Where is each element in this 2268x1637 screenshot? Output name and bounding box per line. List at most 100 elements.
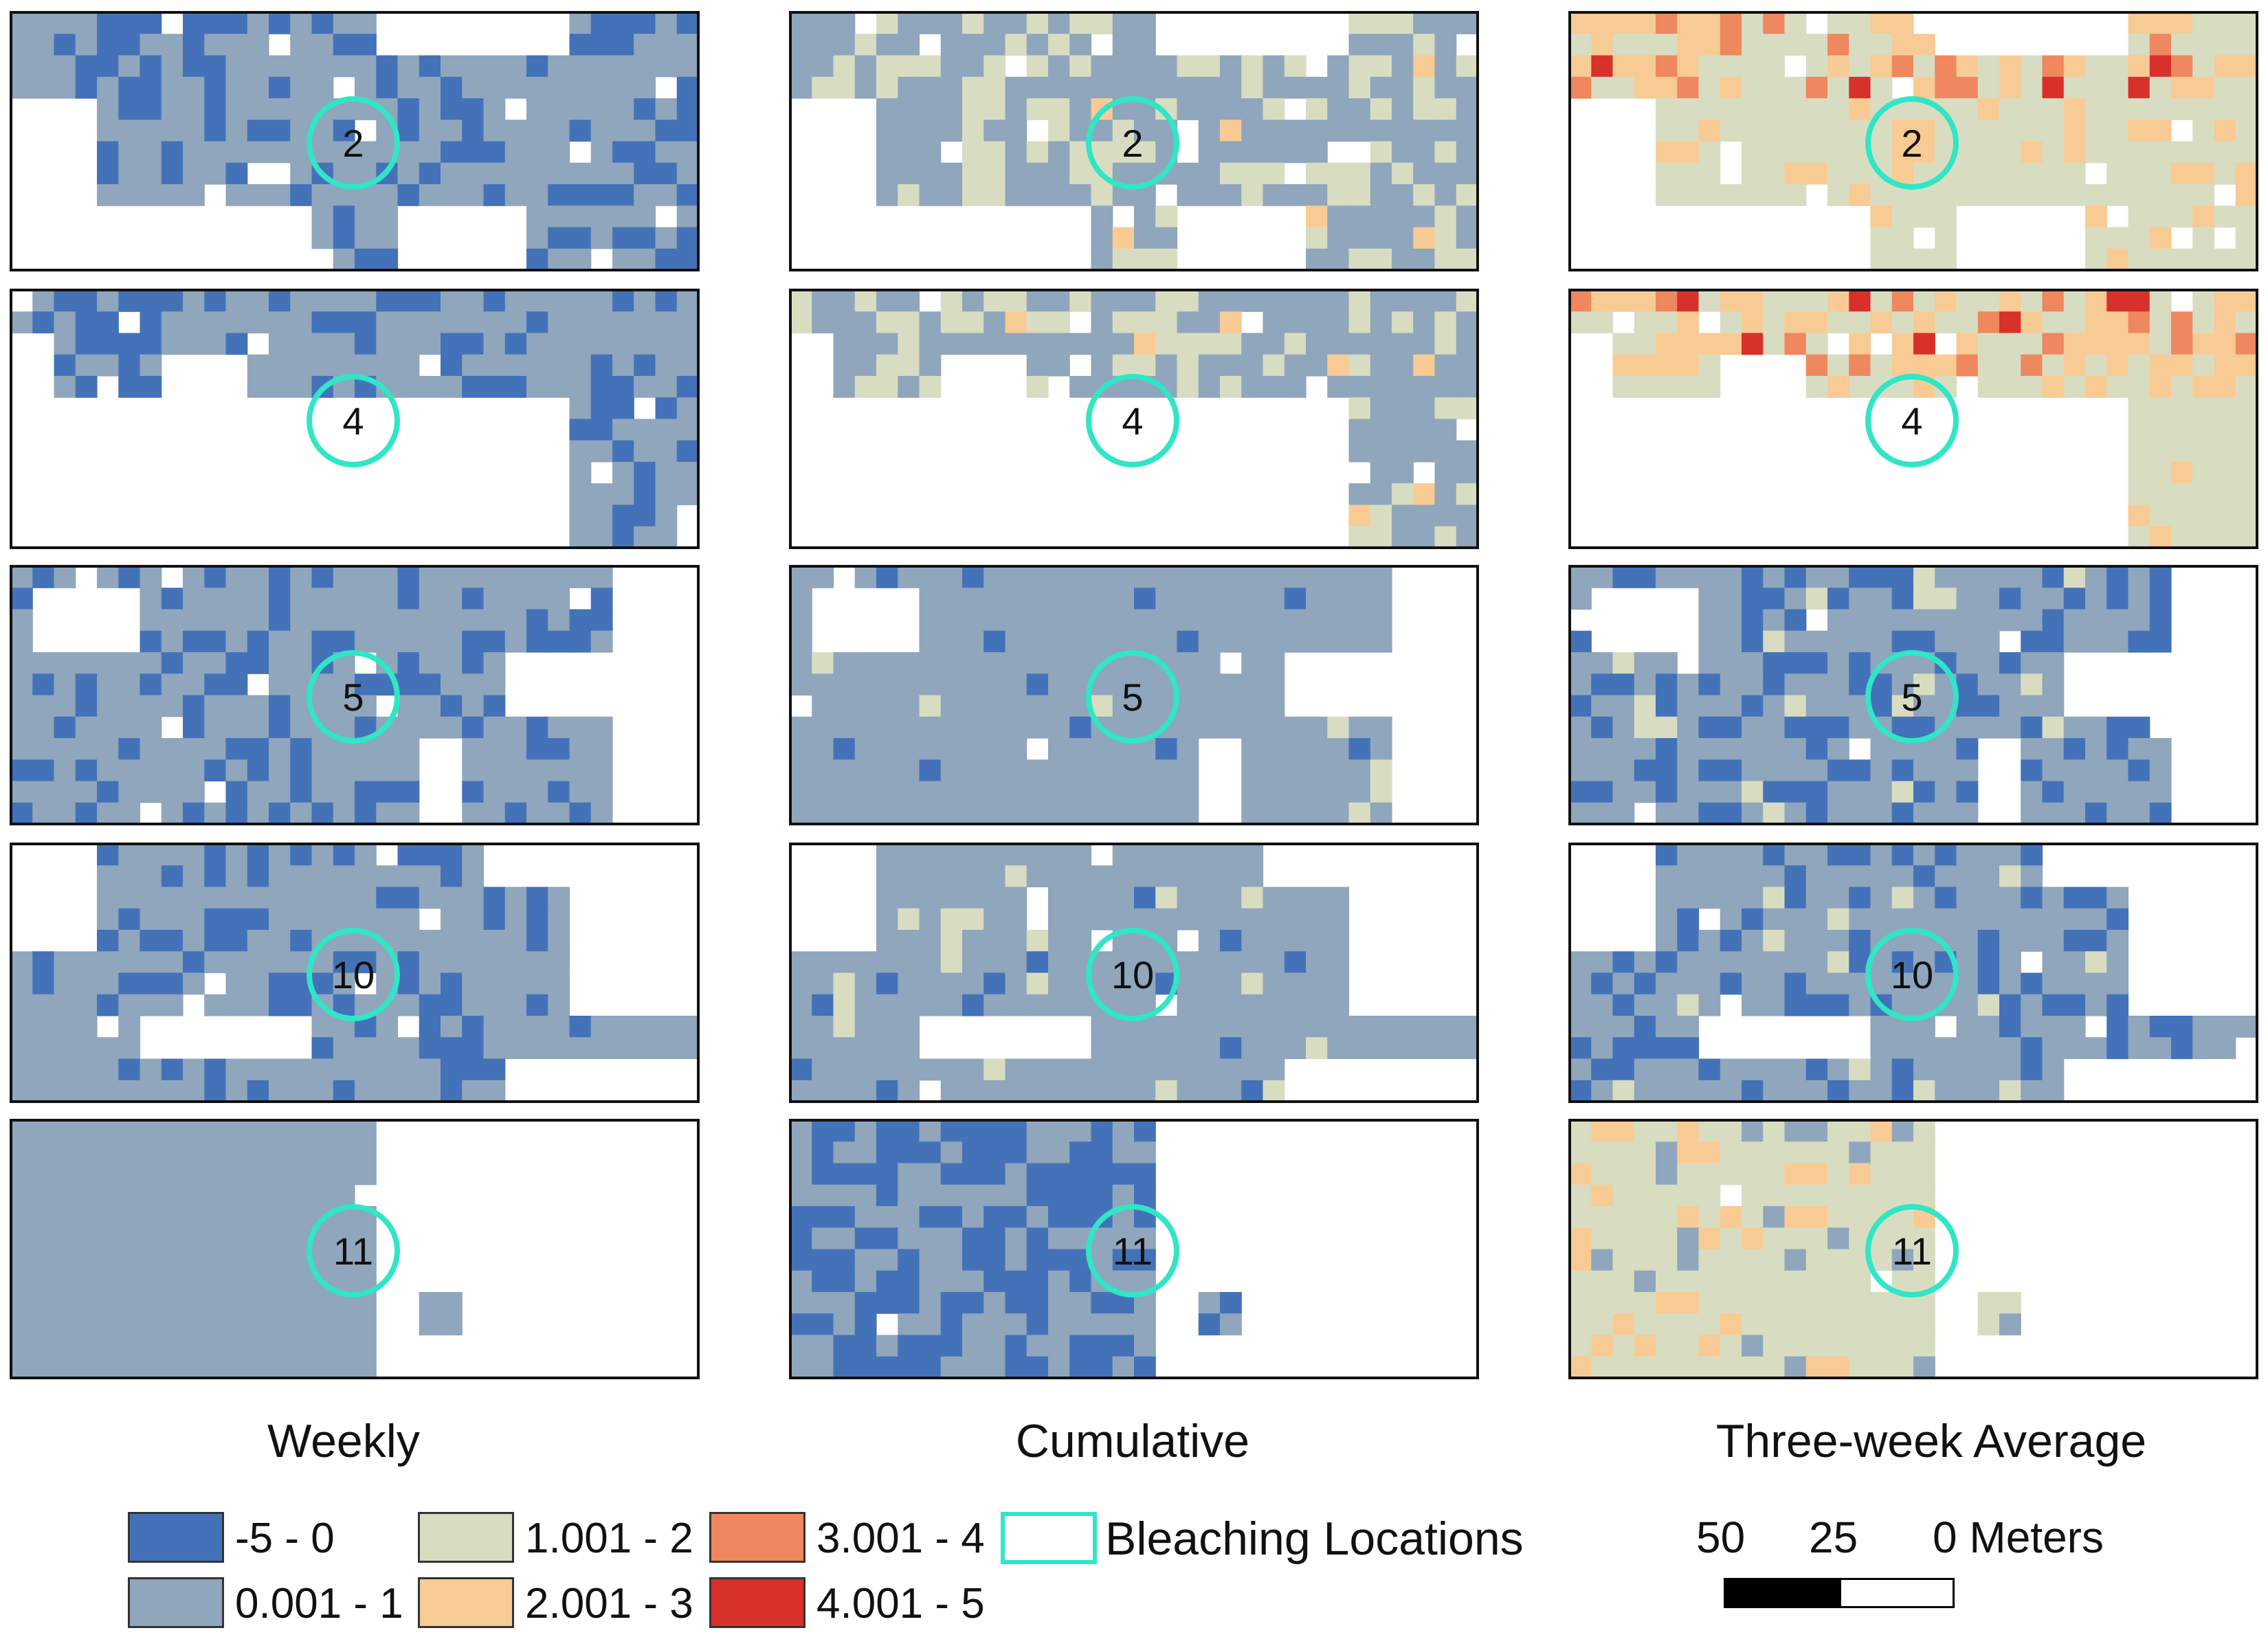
- raster-cell: [2063, 972, 2086, 995]
- raster-cell: [2021, 1080, 2043, 1102]
- raster-cell: [1805, 1292, 1828, 1314]
- raster-cell: [97, 673, 119, 696]
- raster-cell: [140, 1313, 162, 1336]
- raster-cell: [2085, 120, 2107, 142]
- raster-cell: [1805, 844, 1828, 866]
- raster-cell: [1392, 504, 1414, 527]
- raster-cell: [2021, 716, 2043, 739]
- raster-cell: [397, 972, 420, 995]
- raster-cell: [590, 55, 613, 78]
- raster-cell: [2042, 738, 2065, 760]
- raster-cell: [983, 609, 1006, 632]
- raster-cell: [2149, 227, 2172, 249]
- raster-cell: [590, 738, 613, 760]
- raster-cell: [1155, 248, 1178, 271]
- raster-cell: [140, 184, 162, 206]
- raster-cell: [1891, 802, 1914, 825]
- raster-cell: [1392, 76, 1414, 99]
- raster-cell: [1570, 1058, 1592, 1081]
- raster-cell: [204, 951, 227, 974]
- raster-cell: [1612, 34, 1635, 56]
- raster-cell: [1198, 865, 1221, 888]
- raster-cell: [1870, 588, 1893, 610]
- raster-cell: [1069, 1335, 1092, 1357]
- raster-cell: [1999, 566, 2021, 588]
- raster-cell: [1263, 184, 1285, 206]
- raster-cell: [812, 1313, 834, 1336]
- raster-cell: [247, 972, 269, 995]
- raster-cell: [1805, 695, 1828, 717]
- raster-cell: [1048, 1270, 1070, 1293]
- raster-cell: [919, 951, 942, 974]
- raster-cell: [1784, 120, 1807, 142]
- raster-cell: [1327, 1016, 1350, 1038]
- raster-cell: [462, 865, 485, 888]
- raster-cell: [983, 802, 1006, 825]
- raster-cell: [1263, 376, 1285, 398]
- raster-cell: [1263, 354, 1285, 377]
- raster-cell: [1327, 76, 1350, 99]
- raster-cell: [1284, 76, 1307, 99]
- raster-cell: [118, 673, 141, 696]
- raster-cell: [1413, 1016, 1436, 1038]
- raster-cell: [1999, 76, 2021, 99]
- raster-cell: [676, 376, 699, 398]
- raster-cell: [833, 695, 856, 717]
- raster-cell: [441, 588, 463, 610]
- raster-cell: [2128, 802, 2150, 825]
- raster-cell: [898, 120, 920, 142]
- raster-cell: [790, 1184, 812, 1207]
- raster-cell: [612, 162, 634, 185]
- raster-cell: [833, 34, 856, 56]
- raster-cell: [419, 1080, 441, 1102]
- raster-cell: [1784, 1142, 1807, 1164]
- raster-cell: [419, 865, 441, 888]
- raster-cell: [54, 759, 76, 782]
- raster-cell: [419, 951, 441, 974]
- raster-cell: [1570, 738, 1592, 760]
- raster-cell: [333, 141, 355, 164]
- raster-cell: [290, 311, 313, 334]
- raster-cell: [1456, 311, 1478, 334]
- raster-cell: [1870, 1037, 1893, 1060]
- raster-cell: [2235, 1016, 2258, 1038]
- raster-cell: [1656, 908, 1678, 931]
- raster-cell: [1720, 333, 1742, 355]
- raster-cell: [183, 652, 205, 674]
- raster-cell: [311, 1142, 334, 1164]
- raster-cell: [161, 311, 184, 334]
- raster-cell: [183, 844, 205, 866]
- raster-cell: [2192, 526, 2215, 548]
- raster-cell: [590, 1016, 613, 1038]
- raster-cell: [75, 1120, 98, 1142]
- raster-cell: [1306, 76, 1328, 99]
- raster-cell: [2021, 184, 2043, 206]
- raster-cell: [833, 1270, 856, 1293]
- raster-cell: [1134, 951, 1156, 974]
- raster-cell: [1720, 1292, 1742, 1314]
- raster-cell: [1913, 865, 1935, 888]
- raster-cell: [1656, 1016, 1678, 1038]
- raster-cell: [962, 55, 984, 78]
- raster-cell: [790, 738, 812, 760]
- raster-cell: [1698, 1058, 1721, 1081]
- legend-label: 3.001 - 4: [816, 1515, 985, 1562]
- raster-cell: [1134, 865, 1156, 888]
- raster-cell: [940, 673, 963, 696]
- raster-cell: [2149, 588, 2172, 610]
- raster-cell: [962, 716, 984, 739]
- raster-cell: [898, 802, 920, 825]
- raster-cell: [854, 34, 877, 56]
- raster-cell: [1306, 609, 1328, 632]
- raster-cell: [419, 609, 441, 632]
- raster-cell: [2192, 504, 2215, 527]
- raster-cell: [1784, 908, 1807, 931]
- raster-cell: [1026, 630, 1049, 653]
- raster-cell: [225, 162, 248, 185]
- raster-cell: [1977, 76, 2000, 99]
- raster-cell: [590, 630, 613, 653]
- raster-cell: [1956, 844, 1979, 866]
- raster-cell: [118, 566, 141, 588]
- raster-cell: [140, 1249, 162, 1271]
- raster-cell: [2042, 951, 2065, 974]
